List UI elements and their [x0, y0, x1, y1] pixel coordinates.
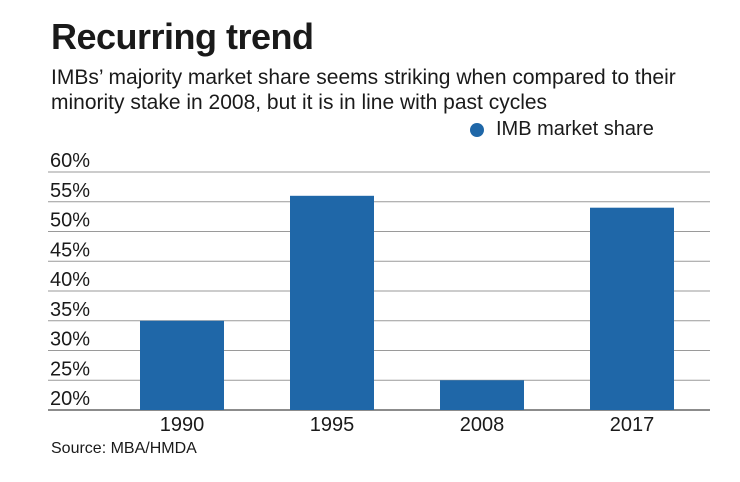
chart-title: Recurring trend [51, 16, 314, 57]
x-tick-label: 1990 [160, 414, 205, 436]
y-tick-label: 55% [50, 180, 90, 202]
y-tick-label: 40% [50, 269, 90, 291]
x-tick-label: 2017 [610, 414, 655, 436]
x-tick-label: 1995 [310, 414, 355, 436]
x-axis-ticks: 1990 1995 2008 2017 [160, 414, 655, 436]
y-axis-ticks: 20% 25% 30% 35% 40% 45% 50% 55% 60% [50, 150, 90, 410]
bar-1990 [140, 320, 224, 410]
x-tick-label: 2008 [460, 414, 505, 436]
y-tick-label: 25% [50, 358, 90, 380]
chart-subtitle: IMBs’ majority market share seems striki… [51, 66, 676, 114]
y-tick-label: 30% [50, 329, 90, 351]
y-tick-label: 60% [50, 150, 90, 172]
y-tick-label: 45% [50, 239, 90, 261]
y-tick-label: 20% [50, 388, 90, 410]
bars [140, 195, 674, 410]
bar-1995 [290, 195, 374, 410]
y-tick-label: 35% [50, 299, 90, 321]
y-tick-label: 50% [50, 210, 90, 232]
source-note: Source: MBA/HMDA [51, 440, 197, 457]
legend-marker [470, 122, 484, 137]
legend-label: IMB market share [496, 118, 654, 140]
bar-2017 [590, 207, 674, 410]
bar-2008 [440, 380, 524, 410]
legend: IMB market share [470, 118, 654, 141]
